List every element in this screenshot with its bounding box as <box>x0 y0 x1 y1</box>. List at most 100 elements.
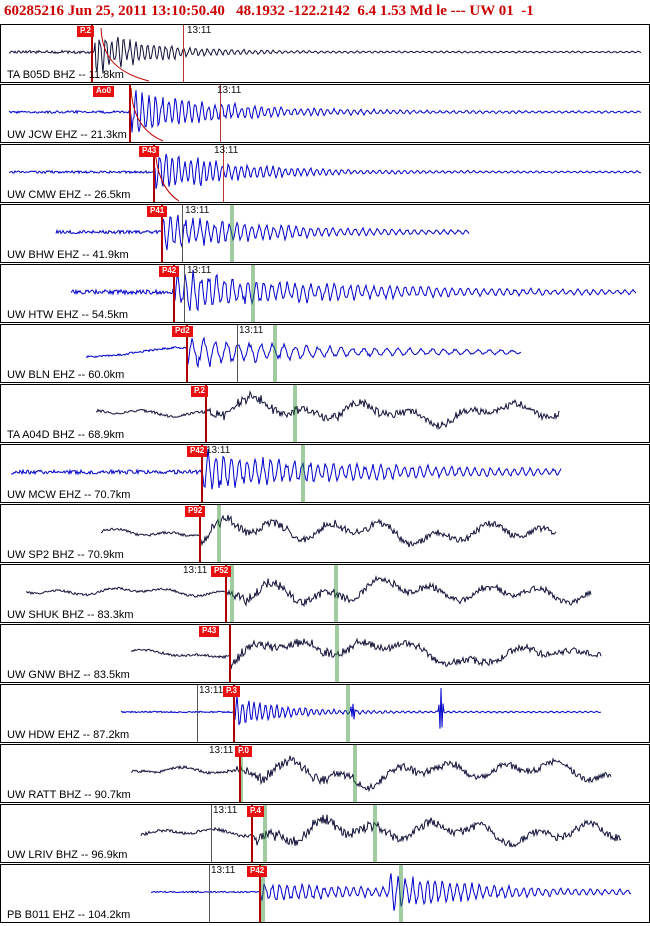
p-pick-flag[interactable]: P42 <box>159 266 180 277</box>
minute-time-label: 13:11 <box>199 685 224 696</box>
minute-tick-line <box>223 145 224 202</box>
s-pick-line[interactable] <box>373 805 377 862</box>
trace-panel[interactable]: P43 UW GNW BHZ -- 83.5km <box>0 624 650 683</box>
station-label: UW LRIV BHZ -- 96.9km <box>7 849 128 861</box>
p-pick-flag[interactable]: P41 <box>147 206 168 217</box>
trace-panel[interactable]: P92 UW SP2 BHZ -- 70.9km <box>0 504 650 563</box>
p-pick-flag[interactable]: P52 <box>211 566 232 577</box>
s-pick-line[interactable] <box>293 385 297 442</box>
trace-panel[interactable]: P41 13:11 UW BHW EHZ -- 41.9km <box>0 204 650 263</box>
minute-time-label: 13:11 <box>213 805 238 816</box>
waveform[interactable] <box>1 445 649 502</box>
s-pick-line[interactable] <box>399 865 403 922</box>
p-pick-line[interactable] <box>199 505 201 562</box>
p-pick-line[interactable] <box>225 565 227 622</box>
p-pick-line[interactable] <box>129 85 131 142</box>
p-pick-line[interactable] <box>91 25 93 82</box>
p-pick-flag[interactable]: P.0 <box>235 746 252 757</box>
station-label: PB B011 EHZ -- 104.2km <box>7 909 131 921</box>
waveform[interactable] <box>1 25 649 82</box>
trace-panel[interactable]: P.3 13:11 UW HDW EHZ -- 87.2km <box>0 684 650 743</box>
minute-time-label: 13:11 <box>187 25 212 36</box>
p-pick-line[interactable] <box>233 685 235 742</box>
s-pick-line[interactable] <box>261 865 265 922</box>
p-pick-flag[interactable]: P92 <box>185 506 206 517</box>
waveform[interactable] <box>1 265 649 322</box>
p-pick-flag[interactable]: Pd2 <box>172 326 193 337</box>
event-summary-line: 60285216 Jun 25, 2011 13:10:50.40 48.193… <box>4 3 534 19</box>
s-pick-line[interactable] <box>335 625 339 682</box>
p-pick-flag[interactable]: P.2 <box>77 26 94 37</box>
station-label: UW GNW BHZ -- 83.5km <box>7 669 130 681</box>
minute-tick-line <box>183 25 184 82</box>
waveform[interactable] <box>1 565 649 622</box>
station-label: UW JCW EHZ -- 21.3km <box>7 129 127 141</box>
waveform[interactable] <box>1 385 649 442</box>
station-label: UW BHW EHZ -- 41.9km <box>7 249 129 261</box>
waveform[interactable] <box>1 85 649 142</box>
station-label: UW RATT BHZ -- 90.7km <box>7 789 131 801</box>
s-pick-line[interactable] <box>239 745 243 802</box>
minute-time-label: 13:11 <box>206 445 231 456</box>
p-pick-line[interactable] <box>229 625 231 682</box>
p-pick-flag[interactable]: P43 <box>199 626 220 637</box>
minute-tick-line <box>184 265 185 322</box>
p-pick-line[interactable] <box>201 445 203 502</box>
p-pick-line[interactable] <box>251 805 253 862</box>
p-pick-line[interactable] <box>205 385 207 442</box>
p-pick-flag[interactable]: P43 <box>139 146 160 157</box>
p-pick-line[interactable] <box>173 265 175 322</box>
trace-panel[interactable]: P42 13:11 PB B011 EHZ -- 104.2km <box>0 864 650 923</box>
trace-panel[interactable]: P42 13:11 UW MCW EHZ -- 70.7km <box>0 444 650 503</box>
p-pick-line[interactable] <box>239 745 241 802</box>
minute-time-label: 13:11 <box>185 205 210 216</box>
p-pick-flag[interactable]: Ao0 <box>93 86 115 97</box>
waveform[interactable] <box>1 865 649 922</box>
waveform[interactable] <box>1 625 649 682</box>
trace-panel[interactable]: P.2 TA A04D BHZ -- 68.9km <box>0 384 650 443</box>
p-pick-flag[interactable]: P42 <box>247 866 268 877</box>
waveform[interactable] <box>1 325 649 382</box>
s-pick-line[interactable] <box>217 505 221 562</box>
trace-panel[interactable]: P.2 13:11 TA B05D BHZ -- 11.8km <box>0 24 650 83</box>
waveform[interactable] <box>1 685 649 742</box>
trace-panel[interactable]: P43 13:11 UW CMW EHZ -- 26.5km <box>0 144 650 203</box>
s-pick-line[interactable] <box>334 565 338 622</box>
p-pick-flag[interactable]: P.3 <box>223 686 240 697</box>
waveform[interactable] <box>1 505 649 562</box>
s-pick-line[interactable] <box>353 745 357 802</box>
trace-panel[interactable]: P.0 13:11 UW RATT BHZ -- 90.7km <box>0 744 650 803</box>
p-pick-line[interactable] <box>153 145 155 202</box>
minute-time-label: 13:11 <box>187 265 212 276</box>
p-pick-line[interactable] <box>161 205 163 262</box>
s-pick-line[interactable] <box>346 685 350 742</box>
p-pick-line[interactable] <box>186 325 188 382</box>
minute-time-label: 13:11 <box>217 85 242 96</box>
s-pick-line[interactable] <box>230 205 234 262</box>
station-label: UW MCW EHZ -- 70.7km <box>7 489 131 501</box>
s-pick-line[interactable] <box>301 445 305 502</box>
station-label: UW BLN EHZ -- 60.0km <box>7 369 125 381</box>
p-pick-flag[interactable]: P.2 <box>191 386 208 397</box>
p-pick-flag[interactable]: P.4 <box>247 806 264 817</box>
waveform[interactable] <box>1 205 649 262</box>
station-label: UW SHUK BHZ -- 83.3km <box>7 609 134 621</box>
station-label: UW SP2 BHZ -- 70.9km <box>7 549 124 561</box>
p-pick-line[interactable] <box>259 865 261 922</box>
s-pick-line[interactable] <box>273 325 277 382</box>
s-pick-line[interactable] <box>230 565 234 622</box>
trace-panel[interactable]: Pd2 13:11 UW BLN EHZ -- 60.0km <box>0 324 650 383</box>
minute-time-label: 13:11 <box>211 865 236 876</box>
trace-panel[interactable]: P52 13:11 UW SHUK BHZ -- 83.3km <box>0 564 650 623</box>
s-pick-line[interactable] <box>263 805 267 862</box>
trace-panel[interactable]: Ao0 13:11 UW JCW EHZ -- 21.3km <box>0 84 650 143</box>
minute-tick-line <box>209 865 210 922</box>
minute-tick-line <box>220 85 221 142</box>
p-pick-flag[interactable]: P42 <box>187 446 208 457</box>
minute-tick-line <box>197 685 198 742</box>
waveform[interactable] <box>1 805 649 862</box>
waveform[interactable] <box>1 745 649 802</box>
s-pick-line[interactable] <box>251 265 255 322</box>
trace-panel[interactable]: P.4 13:11 UW LRIV BHZ -- 96.9km <box>0 804 650 863</box>
trace-panel[interactable]: P42 13:11 UW HTW EHZ -- 54.5km <box>0 264 650 323</box>
